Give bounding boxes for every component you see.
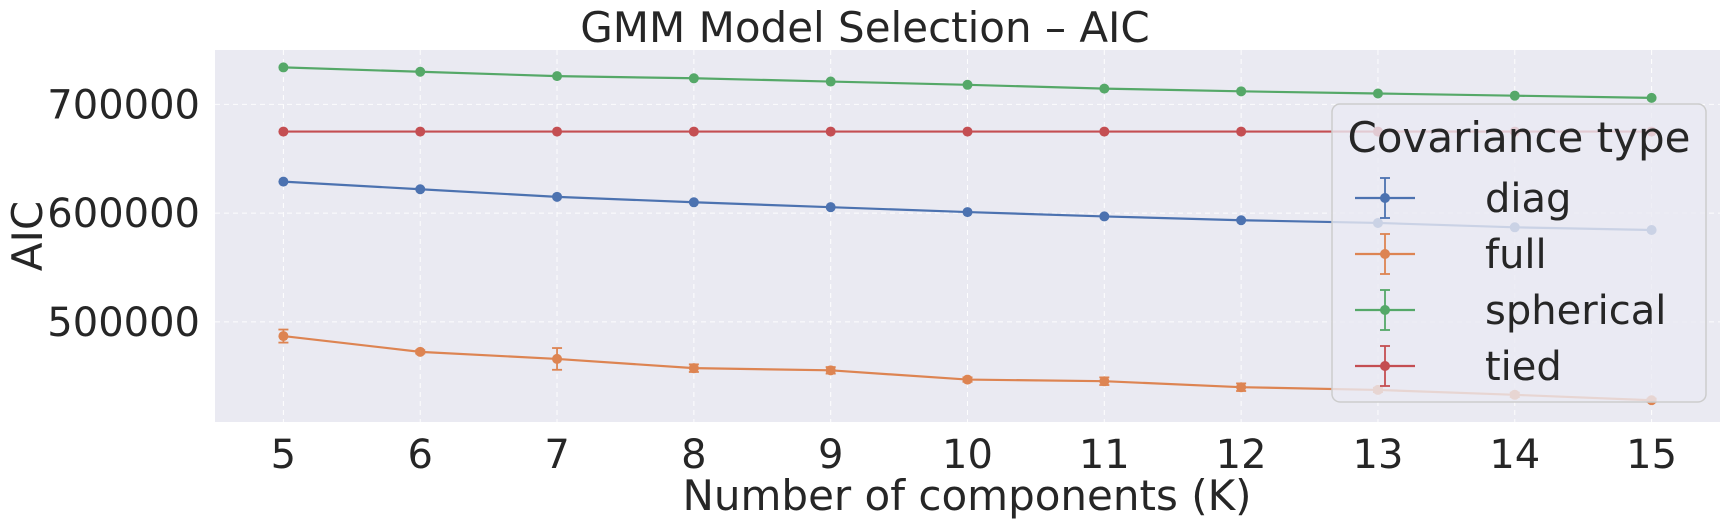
data-point bbox=[552, 71, 563, 82]
x-axis-title: Number of components (K) bbox=[682, 471, 1251, 520]
data-point bbox=[1099, 83, 1110, 94]
x-tick-labels: 5 6 7 8 9 10 11 12 13 14 15 bbox=[271, 432, 1677, 478]
data-point bbox=[1236, 215, 1247, 226]
data-point bbox=[1099, 376, 1110, 387]
legend-label: spherical bbox=[1485, 288, 1666, 334]
legend-marker bbox=[1380, 249, 1390, 259]
data-point bbox=[552, 126, 563, 137]
x-tick-label: 7 bbox=[544, 432, 569, 478]
data-point bbox=[415, 184, 426, 195]
data-point bbox=[962, 374, 973, 385]
data-point bbox=[962, 79, 973, 90]
data-point bbox=[415, 126, 426, 137]
x-tick-label: 11 bbox=[1079, 432, 1130, 478]
data-point bbox=[278, 331, 289, 342]
data-point bbox=[962, 207, 973, 218]
y-axis-title: AIC bbox=[3, 201, 52, 271]
data-point bbox=[1236, 382, 1247, 393]
data-point bbox=[688, 126, 699, 137]
legend-items: diag full spherical tied bbox=[1355, 176, 1666, 390]
data-point bbox=[552, 353, 563, 364]
data-point bbox=[278, 126, 289, 137]
series-spherical bbox=[278, 62, 1657, 103]
data-point bbox=[825, 76, 836, 87]
data-point bbox=[825, 202, 836, 213]
data-point bbox=[688, 363, 699, 374]
legend-marker bbox=[1380, 361, 1390, 371]
y-tick-label: 600000 bbox=[47, 191, 200, 237]
data-point bbox=[1099, 126, 1110, 137]
data-point bbox=[1509, 90, 1520, 101]
data-point bbox=[415, 66, 426, 77]
x-tick-label: 13 bbox=[1353, 432, 1404, 478]
legend-label: full bbox=[1485, 232, 1547, 278]
data-point bbox=[688, 197, 699, 208]
legend-box bbox=[1331, 103, 1707, 403]
data-point bbox=[825, 365, 836, 376]
data-point bbox=[1646, 92, 1657, 103]
x-tick-label: 12 bbox=[1216, 432, 1267, 478]
legend-title: Covariance type bbox=[1347, 113, 1690, 162]
data-point bbox=[1236, 86, 1247, 97]
data-point bbox=[1099, 211, 1110, 222]
data-point bbox=[962, 126, 973, 137]
legend-marker bbox=[1380, 305, 1390, 315]
legend: Covariance type diag full spherical tied bbox=[1331, 103, 1707, 403]
legend-label: tied bbox=[1485, 344, 1562, 390]
legend-label: diag bbox=[1485, 176, 1571, 222]
chart-title: GMM Model Selection – AIC bbox=[580, 3, 1150, 52]
y-tick-labels: 500000 600000 700000 bbox=[47, 82, 200, 346]
data-point bbox=[552, 191, 563, 202]
x-tick-label: 5 bbox=[271, 432, 296, 478]
legend-item-tied: tied bbox=[1355, 344, 1562, 390]
x-tick-label: 6 bbox=[408, 432, 433, 478]
y-tick-label: 500000 bbox=[47, 300, 200, 346]
legend-marker bbox=[1380, 193, 1390, 203]
x-tick-label: 8 bbox=[681, 432, 706, 478]
data-point bbox=[415, 346, 426, 357]
x-tick-label: 15 bbox=[1626, 432, 1677, 478]
x-tick-label: 14 bbox=[1489, 432, 1540, 478]
data-point bbox=[1236, 126, 1247, 137]
x-tick-label: 9 bbox=[818, 432, 843, 478]
x-tick-label: 10 bbox=[942, 432, 993, 478]
legend-item-spherical: spherical bbox=[1355, 288, 1666, 334]
data-point bbox=[278, 176, 289, 187]
y-tick-label: 700000 bbox=[47, 82, 200, 128]
data-point bbox=[688, 73, 699, 84]
legend-item-full: full bbox=[1355, 232, 1547, 278]
legend-item-diag: diag bbox=[1355, 176, 1571, 222]
data-point bbox=[1372, 88, 1383, 99]
data-point bbox=[825, 126, 836, 137]
data-point bbox=[278, 62, 289, 73]
